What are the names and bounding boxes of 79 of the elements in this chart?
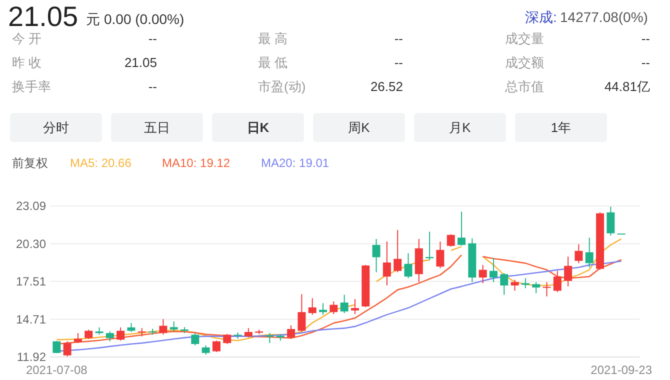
text: 五日 — [144, 120, 170, 135]
candlestick — [212, 340, 220, 352]
text: 成交量 — [505, 31, 544, 46]
candlestick — [159, 318, 168, 336]
candlestick — [564, 256, 572, 287]
candlestick — [394, 229, 402, 273]
text: 市盈(动) — [258, 79, 306, 94]
candlestick — [84, 329, 93, 340]
text: 总市值 — [504, 79, 544, 94]
y-tick-label: 23.09 — [16, 199, 46, 214]
candlestick — [553, 270, 562, 293]
text: 最 高 — [258, 31, 288, 46]
text: 元 — [86, 11, 100, 27]
text: MA10: 19.12 — [162, 156, 230, 170]
candlestick — [330, 300, 338, 315]
candlestick — [298, 294, 306, 332]
candlestick — [478, 264, 487, 284]
candlestick — [585, 237, 594, 268]
candlestick — [542, 282, 551, 297]
x-tick-label: 2021-07-08 — [26, 363, 88, 377]
candlestick — [500, 272, 508, 296]
candlestick — [116, 326, 125, 342]
candlestick — [350, 298, 359, 315]
text: -- — [148, 31, 157, 46]
candlestick — [606, 206, 615, 236]
candlestick — [223, 334, 232, 345]
x-tick-label: 2021-09-23 — [590, 363, 652, 377]
candlestick — [489, 258, 498, 283]
text: -- — [394, 31, 403, 46]
text: -- — [394, 55, 403, 70]
text: MA5: 20.66 — [70, 156, 132, 170]
candlestick — [138, 328, 146, 337]
candlestick — [404, 252, 412, 279]
text: 最 低 — [258, 55, 288, 70]
legend-title: 前复权 — [12, 156, 48, 170]
candlestick — [74, 332, 82, 344]
text: 月K — [449, 120, 472, 135]
candlestick — [63, 340, 72, 357]
text: 44.81亿 — [604, 79, 650, 94]
candlestick — [191, 332, 200, 346]
candlestick — [521, 278, 530, 289]
candlestick — [244, 328, 252, 338]
text: 昨 收 — [12, 55, 42, 70]
text: 分时 — [43, 120, 69, 135]
text: 26.52 — [370, 79, 403, 94]
text: -- — [148, 79, 157, 94]
text: 日K — [246, 120, 270, 135]
candlestick — [287, 324, 296, 340]
candlestick — [574, 244, 583, 264]
text: 1年 — [550, 120, 572, 135]
y-tick-label: 11.92 — [16, 350, 46, 364]
y-tick-label: 20.30 — [16, 236, 46, 251]
y-tick-label: 14.71 — [16, 312, 46, 326]
candlestick — [372, 238, 380, 273]
candlestick — [340, 294, 348, 314]
y-tick-label: 17.51 — [16, 274, 46, 289]
candlestick — [202, 344, 210, 356]
text: 今 开 — [12, 31, 42, 46]
text: 成交额 — [505, 55, 544, 70]
candlestick — [532, 282, 540, 294]
text: 0.00 (0.00%) — [104, 11, 184, 27]
candlestick — [106, 330, 114, 342]
text: MA20: 19.01 — [261, 156, 330, 170]
candlestick — [458, 211, 466, 246]
text: 深成: — [525, 9, 557, 25]
text: 换手率 — [12, 79, 51, 94]
text: 21.05 — [124, 55, 157, 70]
candlestick — [308, 298, 316, 316]
candlestick — [382, 241, 391, 286]
candlestick — [446, 234, 455, 248]
candlestick — [52, 340, 61, 354]
text: 周K — [348, 120, 370, 135]
text: 14277.08(0%) — [560, 9, 648, 25]
candlestick — [436, 241, 444, 269]
text: -- — [641, 55, 650, 70]
candlestick — [170, 320, 178, 332]
candlestick — [510, 279, 519, 292]
text: 21.05 — [8, 1, 78, 32]
text: -- — [641, 31, 650, 46]
